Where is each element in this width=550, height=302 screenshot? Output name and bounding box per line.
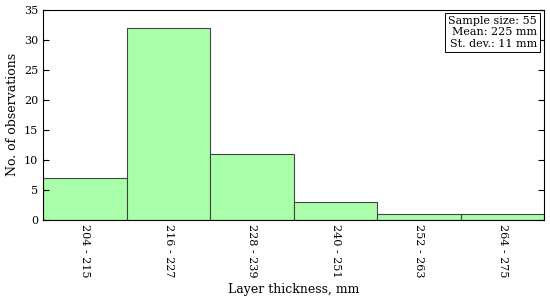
- Bar: [43, 178, 127, 220]
- Text: Sample size: 55
Mean: 225 mm
St. dev.: 11 mm: Sample size: 55 Mean: 225 mm St. dev.: 1…: [448, 16, 537, 49]
- Y-axis label: No. of observations: No. of observations: [6, 53, 19, 176]
- Bar: [210, 153, 294, 220]
- Bar: [294, 201, 377, 220]
- X-axis label: Layer thickness, mm: Layer thickness, mm: [228, 284, 360, 297]
- Bar: [126, 27, 210, 220]
- Bar: [461, 214, 544, 220]
- Bar: [377, 214, 461, 220]
